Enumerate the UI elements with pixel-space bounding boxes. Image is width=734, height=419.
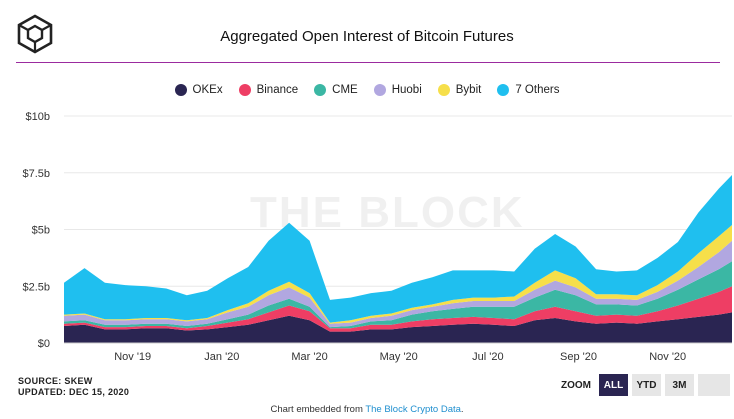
area-chart: $0 $2.5b $5b $7.5b $10b Nov '19 Jan '20 Mar '20… bbox=[22, 111, 732, 363]
y-tick-label: $7.5b bbox=[22, 168, 50, 180]
legend-swatch bbox=[174, 84, 187, 96]
legend-swatch bbox=[373, 84, 386, 96]
x-tick-label: Nov '19 bbox=[114, 351, 151, 363]
chart-title: Aggregated Open Interest of Bitcoin Futu… bbox=[220, 28, 514, 45]
zoom-controls: ZOOM ALL YTD 3M bbox=[561, 374, 730, 396]
legend-swatch bbox=[238, 84, 251, 96]
legend-label: Huobi bbox=[391, 84, 422, 96]
the-block-logo bbox=[17, 14, 53, 54]
title-divider bbox=[16, 62, 720, 63]
source-info: SOURCE: SKEW UPDATED: DEC 15, 2020 bbox=[18, 376, 129, 398]
y-tick-label: $2.5b bbox=[22, 281, 50, 293]
source-label: SOURCE: SKEW bbox=[18, 376, 93, 386]
legend-item-cme[interactable]: CME bbox=[314, 84, 358, 96]
y-tick-label: $10b bbox=[26, 111, 50, 123]
area-series-7-others bbox=[64, 175, 732, 323]
zoom-extra-button[interactable] bbox=[698, 374, 730, 396]
legend-item-bybit[interactable]: Bybit bbox=[437, 84, 482, 96]
legend-label: CME bbox=[332, 84, 358, 96]
legend-swatch bbox=[497, 84, 510, 96]
chart-legend: OKEx Binance CME Huobi Bybit 7 Others bbox=[0, 84, 734, 96]
embed-link[interactable]: The Block Crypto Data bbox=[365, 404, 461, 415]
legend-label: OKEx bbox=[192, 84, 223, 96]
x-tick-label: Jan '20 bbox=[204, 351, 239, 363]
embed-prefix: Chart embedded from bbox=[270, 404, 366, 415]
x-tick-label: Jul '20 bbox=[472, 351, 503, 363]
zoom-all-button[interactable]: ALL bbox=[599, 374, 628, 396]
x-tick-label: Sep '20 bbox=[560, 351, 597, 363]
legend-item-okex[interactable]: OKEx bbox=[174, 84, 223, 96]
legend-item-huobi[interactable]: Huobi bbox=[373, 84, 422, 96]
legend-swatch bbox=[437, 84, 450, 96]
legend-label: Binance bbox=[256, 84, 299, 96]
y-tick-label: $0 bbox=[38, 338, 50, 350]
x-tick-label: Nov '20 bbox=[649, 351, 686, 363]
updated-label: UPDATED: DEC 15, 2020 bbox=[18, 387, 130, 397]
legend-swatch bbox=[314, 84, 327, 96]
embed-credit: Chart embedded from The Block Crypto Dat… bbox=[0, 404, 734, 415]
zoom-label: ZOOM bbox=[561, 379, 591, 391]
y-tick-label: $5b bbox=[32, 225, 50, 237]
embed-suffix: . bbox=[460, 404, 464, 415]
area-series-binance bbox=[64, 286, 732, 332]
legend-label: 7 Others bbox=[515, 84, 560, 96]
legend-item-binance[interactable]: Binance bbox=[238, 84, 299, 96]
zoom-ytd-button[interactable]: YTD bbox=[632, 374, 661, 396]
legend-item-7-others[interactable]: 7 Others bbox=[497, 84, 559, 96]
zoom-3m-button[interactable]: 3M bbox=[665, 374, 694, 396]
x-tick-label: Mar '20 bbox=[291, 351, 327, 363]
x-tick-label: May '20 bbox=[380, 351, 418, 363]
area-series-okex bbox=[64, 312, 732, 343]
legend-label: Bybit bbox=[455, 84, 482, 96]
